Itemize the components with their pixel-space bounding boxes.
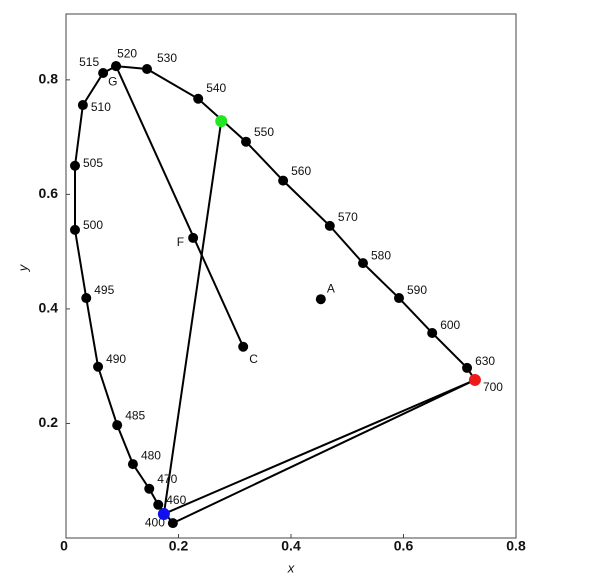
mixing-line [115, 65, 245, 348]
wavelength-label: 495 [94, 283, 114, 297]
x-tick-label: 0.2 [169, 538, 189, 554]
y-tick-label: 0.4 [39, 300, 59, 316]
locus-point [324, 220, 335, 231]
point-label: G [108, 74, 117, 88]
locus-point [77, 100, 88, 111]
reference-point [111, 61, 122, 72]
wavelength-label: 480 [141, 448, 161, 462]
spectral-locus [74, 65, 476, 524]
locus-point [167, 518, 178, 529]
primary-point [157, 507, 170, 520]
wavelength-label: 460 [166, 493, 186, 507]
locus-point [278, 175, 289, 186]
locus-point [70, 160, 80, 171]
purple-line [172, 379, 476, 525]
locus-point [462, 362, 473, 373]
x-tick-label: 0 [60, 538, 68, 554]
locus-point [153, 499, 164, 510]
locus-point [193, 93, 204, 104]
x-tick-label: 0.6 [394, 538, 414, 554]
reference-point [188, 232, 199, 243]
x-axis-label: x [287, 560, 295, 575]
y-tick-label: 0.2 [39, 414, 59, 430]
wavelength-label: 505 [83, 156, 103, 170]
wavelength-label: 560 [291, 164, 311, 178]
gamut-edge [162, 120, 223, 515]
wavelength-label: 530 [157, 51, 177, 65]
locus-point [427, 327, 438, 338]
wavelength-label: 490 [106, 352, 126, 366]
locus-point [241, 136, 251, 147]
wavelength-label: 515 [79, 55, 99, 69]
point-label: C [249, 352, 258, 366]
point-label: A [327, 281, 335, 295]
locus-point [142, 63, 152, 74]
wavelength-label: 485 [125, 408, 145, 422]
wavelength-label: 470 [157, 472, 177, 486]
locus-point [98, 67, 109, 78]
wavelength-label: 510 [91, 100, 111, 114]
y-axis-label: y [15, 263, 30, 272]
wavelength-label: 590 [407, 283, 427, 297]
y-tick-label: 0.6 [39, 185, 59, 201]
wavelength-label: 500 [83, 218, 103, 232]
y-tick-label: 0.8 [39, 71, 59, 87]
gamut-edge [163, 379, 476, 515]
locus-point [81, 293, 92, 304]
locus-point [93, 361, 104, 372]
wavelength-label: 600 [440, 318, 460, 332]
locus-point [358, 258, 368, 269]
point-label: F [177, 235, 184, 249]
reference-point [238, 341, 249, 352]
primary-point [215, 115, 228, 128]
wavelength-label: 630 [475, 354, 495, 368]
primary-point [468, 373, 481, 386]
reference-point [315, 294, 326, 305]
wavelength-label: 400 [145, 515, 165, 529]
locus-point [127, 459, 138, 470]
locus-point [394, 293, 404, 304]
wavelength-label: 550 [254, 125, 274, 139]
x-tick-label: 0.8 [506, 538, 526, 554]
locus-point [144, 483, 155, 494]
wavelength-label: 540 [206, 81, 226, 95]
locus-point [70, 224, 80, 235]
wavelength-label: 700 [483, 380, 503, 394]
wavelength-label: 580 [371, 248, 391, 262]
x-tick-label: 0.4 [281, 538, 301, 554]
wavelength-label: 570 [338, 210, 358, 224]
locus-point [112, 420, 123, 431]
wavelength-label: 520 [117, 46, 137, 60]
